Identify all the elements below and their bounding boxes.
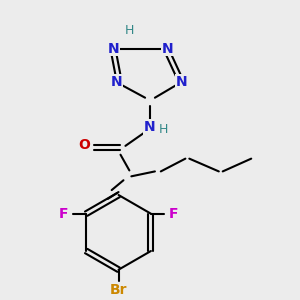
Text: N: N [111, 75, 122, 89]
Text: N: N [108, 42, 119, 56]
Text: N: N [144, 120, 156, 134]
Text: H: H [159, 123, 168, 136]
Text: H: H [125, 24, 134, 38]
Text: F: F [59, 207, 68, 221]
Text: O: O [78, 138, 90, 152]
Text: F: F [169, 207, 178, 221]
Text: N: N [176, 75, 187, 89]
Text: N: N [162, 42, 173, 56]
Text: Br: Br [110, 283, 127, 297]
